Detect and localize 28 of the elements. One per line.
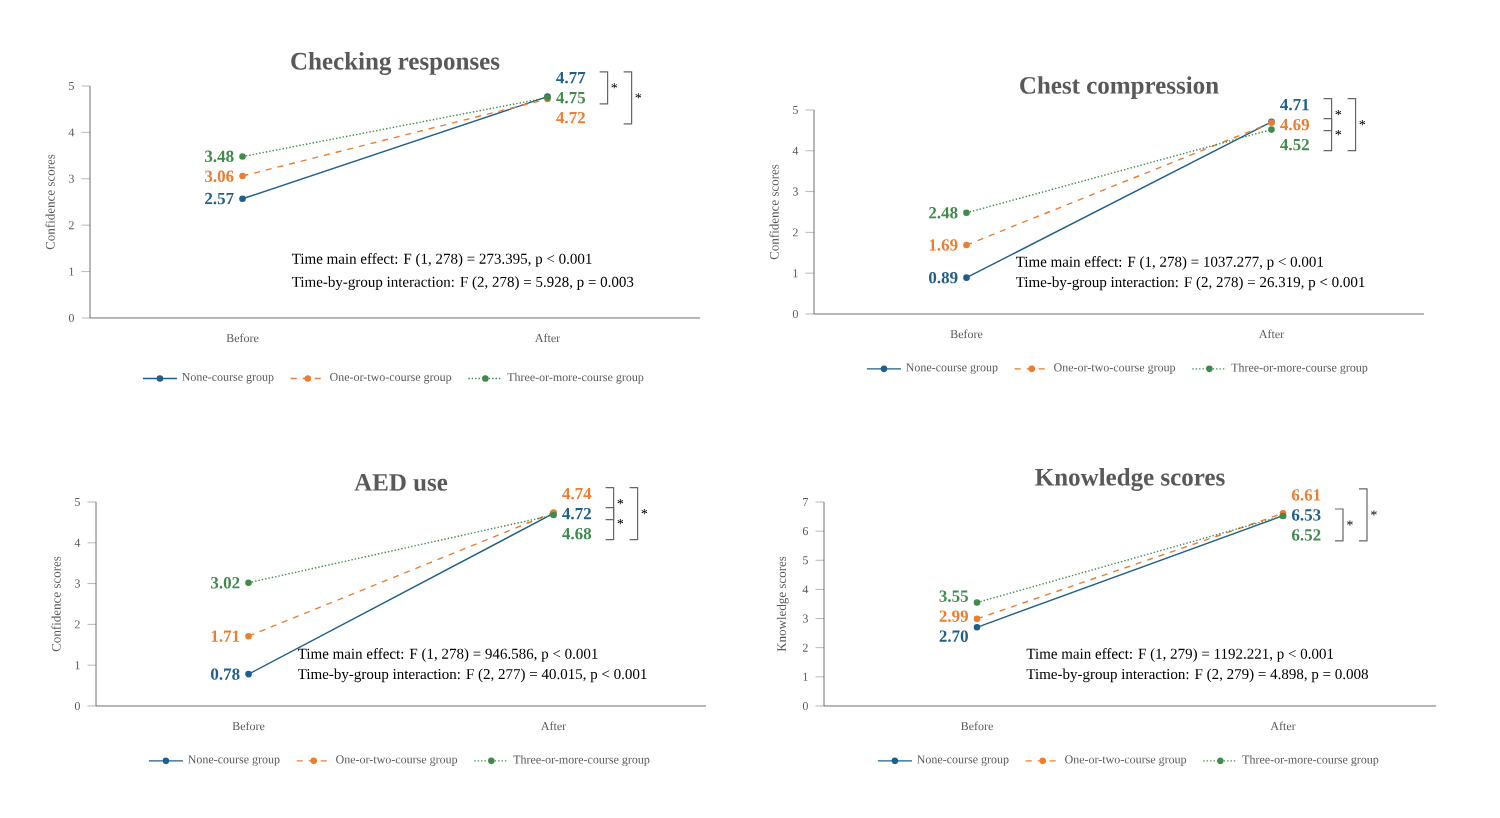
chart-title: Chest compression	[1020, 76, 1219, 99]
data-label: 4.72	[562, 507, 591, 520]
data-label: 4.69	[1280, 118, 1310, 131]
data-label: 4.74	[562, 487, 592, 500]
data-label: 1.71	[211, 630, 240, 642]
chart-title: AED use	[354, 474, 448, 491]
data-label: 3.55	[939, 590, 968, 602]
data-label: 0.89	[929, 271, 958, 284]
data-label: 2.70	[939, 630, 968, 642]
data-label: 4.77	[556, 72, 586, 84]
data-label: 4.68	[562, 527, 592, 540]
data-label: 2.99	[939, 610, 968, 622]
data-label: 6.52	[1291, 529, 1321, 541]
chart-title: Knowledge scores	[1035, 468, 1225, 491]
data-label: 4.75	[556, 92, 586, 104]
chart-title: Checking responses	[291, 52, 500, 75]
data-label: 4.71	[1280, 98, 1309, 111]
data-label: 4.72	[556, 111, 585, 124]
data-label: 6.53	[1291, 509, 1321, 521]
data-label: 2.48	[929, 207, 958, 219]
data-label: 2.57	[205, 192, 234, 205]
data-label: 0.78	[211, 668, 240, 680]
data-label: 1.69	[929, 239, 958, 251]
data-label: 3.06	[204, 170, 234, 183]
data-label: 3.48	[204, 150, 234, 163]
data-label: 4.52	[1280, 138, 1309, 151]
data-label: 6.61	[1291, 489, 1321, 501]
data-label: 3.02	[211, 576, 240, 589]
